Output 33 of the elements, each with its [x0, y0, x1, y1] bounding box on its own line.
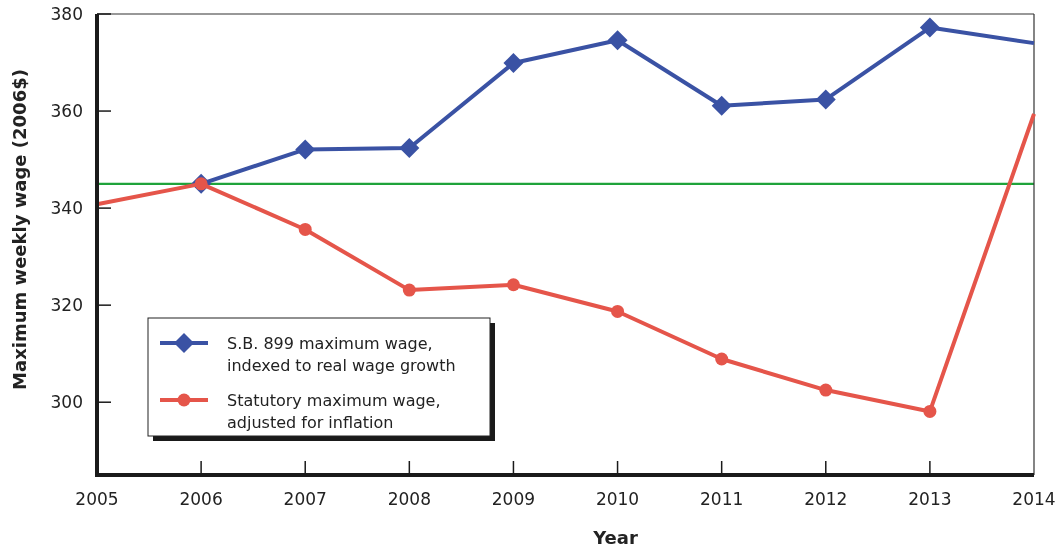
y-axis-title: Maximum weekly wage (2006$): [9, 69, 30, 390]
y-tick-label: 380: [50, 3, 83, 24]
point: [819, 383, 833, 397]
point: [503, 53, 524, 74]
x-tick-label: 2008: [387, 489, 431, 509]
x-tick-label: 2007: [283, 489, 327, 509]
point: [506, 278, 520, 292]
legend-label: S.B. 899 maximum wage, indexed to real wage growth: [227, 333, 456, 375]
x-tick-label: 2012: [804, 489, 848, 509]
point: [607, 30, 628, 51]
x-tick-label: 2014: [1012, 489, 1056, 509]
x-axis-title: Year: [592, 527, 638, 548]
y-tick-label: 320: [50, 295, 83, 316]
point: [399, 137, 420, 158]
x-tick-label: 2010: [595, 489, 640, 509]
point: [298, 222, 312, 236]
x-tick-label: 2013: [908, 489, 952, 509]
point: [815, 89, 836, 110]
y-tick-label: 360: [50, 101, 83, 121]
y-tick-label: 300: [50, 392, 83, 413]
point: [923, 404, 937, 418]
point: [402, 283, 416, 297]
x-tick-label: 2011: [700, 489, 744, 509]
x-tick-label: 2005: [75, 489, 119, 509]
y-tick-label: 340: [50, 198, 83, 219]
x-tick-label: 2006: [179, 489, 223, 509]
point: [711, 95, 732, 116]
point: [919, 17, 940, 38]
point: [715, 352, 729, 366]
legend-label: Statutory maximum wage, adjusted for inflation: [227, 390, 441, 432]
x-tick-label: 2009: [491, 489, 536, 509]
point: [295, 139, 316, 160]
point: [611, 304, 625, 318]
